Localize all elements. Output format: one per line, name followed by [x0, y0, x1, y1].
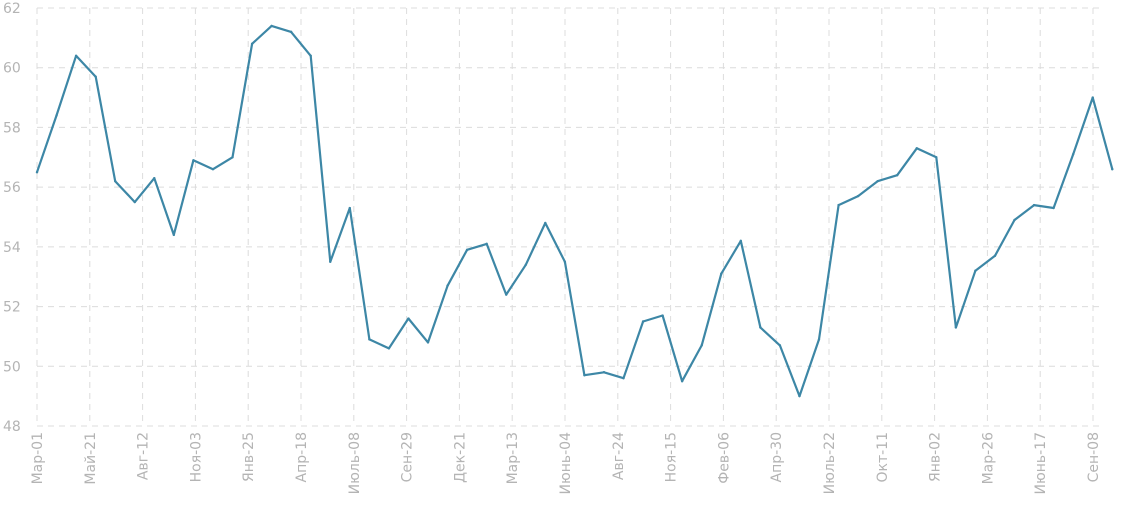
data-point — [856, 194, 860, 198]
data-point — [1111, 168, 1114, 171]
x-tick-label: Ноя-03 — [188, 432, 204, 482]
data-point — [55, 114, 58, 117]
data-point — [563, 260, 567, 263]
data-point — [661, 314, 664, 317]
x-tick-label: Июнь-17 — [1033, 432, 1049, 495]
x-tick-label: Апр-18 — [294, 432, 310, 482]
data-point — [211, 168, 215, 171]
data-point — [1052, 206, 1055, 210]
data-point — [544, 221, 547, 225]
x-tick-label: Дек-21 — [452, 432, 468, 483]
y-tick-label: 62 — [3, 1, 21, 17]
data-point — [915, 147, 918, 150]
data-point — [954, 326, 958, 329]
x-tick-label: Мар-01 — [30, 432, 46, 484]
x-tick-label: Янв-02 — [928, 432, 944, 482]
series-line — [35, 24, 1114, 398]
x-tick-label: Янв-25 — [241, 432, 257, 482]
data-point — [74, 54, 78, 57]
data-point — [622, 377, 625, 380]
data-point — [465, 248, 469, 252]
data-point — [153, 176, 156, 180]
data-point — [329, 260, 332, 263]
y-tick-label: 52 — [3, 300, 21, 316]
y-tick-label: 48 — [3, 419, 21, 435]
x-tick-label: Июль-08 — [347, 432, 363, 494]
data-point — [974, 269, 977, 272]
x-tick-label: Сен-08 — [1086, 432, 1102, 482]
data-point — [739, 239, 742, 243]
data-point — [641, 320, 645, 323]
data-point — [485, 242, 488, 246]
data-point — [270, 24, 273, 28]
data-point — [1071, 153, 1075, 156]
data-point — [798, 394, 801, 398]
x-tick-label: Май-21 — [83, 432, 99, 485]
data-point — [368, 338, 371, 341]
data-point — [250, 42, 254, 46]
data-point — [720, 272, 723, 275]
grid-lines — [36, 7, 1104, 427]
data-point — [993, 254, 997, 258]
y-tick-label: 58 — [3, 120, 21, 136]
data-point — [289, 30, 293, 34]
x-tick-label: Апр-30 — [769, 432, 785, 482]
y-tick-label: 54 — [3, 240, 21, 256]
y-tick-label: 60 — [3, 61, 21, 77]
data-point — [192, 159, 195, 162]
x-tick-label: Мар-13 — [505, 432, 521, 484]
data-point — [876, 179, 879, 183]
data-point — [935, 156, 938, 159]
data-point — [348, 206, 351, 210]
data-point — [817, 338, 821, 341]
data-point — [94, 75, 97, 78]
data-point — [133, 200, 136, 204]
x-tick-label: Окт-11 — [875, 432, 891, 483]
data-point — [1032, 203, 1036, 207]
data-point — [446, 284, 449, 287]
y-tick-label: 56 — [3, 180, 21, 196]
data-point — [426, 341, 430, 344]
data-point — [387, 347, 391, 350]
data-point — [896, 174, 899, 177]
x-tick-label: Ноя-15 — [664, 432, 680, 482]
data-point — [778, 344, 782, 347]
data-point — [1091, 96, 1094, 99]
data-point — [172, 233, 176, 237]
x-tick-label: Фев-06 — [716, 432, 732, 484]
x-tick-label: Мар-26 — [980, 432, 996, 485]
data-point — [583, 374, 586, 377]
y-tick-label: 50 — [3, 359, 21, 375]
data-point — [35, 171, 39, 174]
data-point — [231, 156, 234, 159]
series-layer — [35, 24, 1114, 398]
x-tick-label: Авг-12 — [136, 432, 152, 480]
x-tick-label: Июнь-04 — [558, 432, 574, 495]
data-point — [602, 371, 606, 374]
x-axis-tick-labels: Мар-01 Май-21 Авг-12 Ноя-03 Янв-25 Апр-18 Июль… — [30, 432, 1102, 495]
data-point — [505, 293, 508, 296]
data-point — [524, 263, 527, 266]
data-point — [680, 380, 684, 383]
x-tick-label: Сен-29 — [400, 432, 416, 482]
y-axis-tick-labels: 48 50 52 54 56 58 60 62 — [3, 1, 21, 435]
data-point — [837, 203, 840, 207]
data-point — [309, 54, 312, 57]
data-point — [1013, 218, 1016, 222]
x-tick-label: Июль-22 — [822, 432, 838, 494]
data-point — [407, 317, 410, 320]
data-point — [700, 344, 703, 347]
x-tick-label: Авг-24 — [611, 432, 627, 480]
data-point — [759, 326, 762, 329]
data-point — [114, 179, 117, 183]
